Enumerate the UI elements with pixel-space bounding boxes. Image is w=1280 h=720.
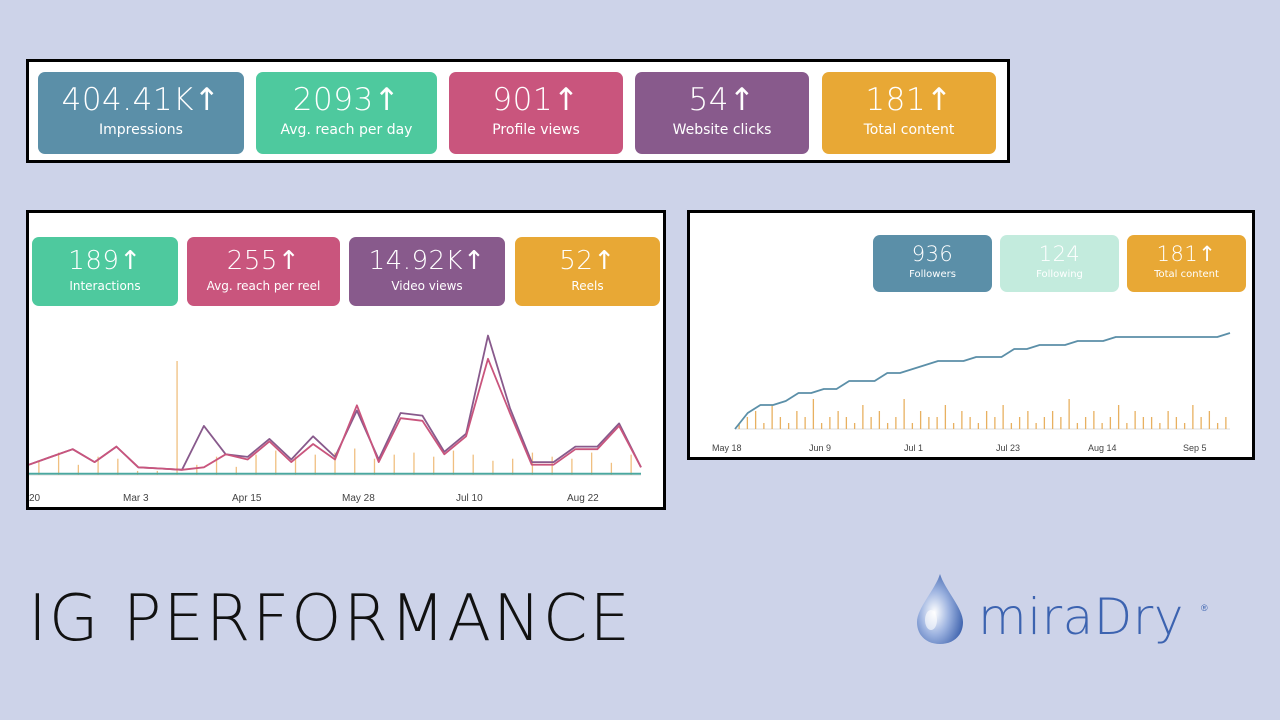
followers-total-content-card[interactable]: 181↑ Total content — [1127, 235, 1246, 292]
up-arrow-icon: ↑ — [193, 82, 221, 118]
series-line — [734, 332, 1231, 430]
following-label: Following — [1036, 269, 1083, 280]
interactions-value: 189↑ — [68, 246, 142, 276]
x-tick-label: 20 — [29, 493, 41, 504]
x-tick-label: May 18 — [712, 443, 742, 453]
x-tick-label: May 28 — [342, 493, 375, 504]
avg-reach-per-day-label: Avg. reach per day — [280, 122, 413, 138]
impressions-label: Impressions — [99, 122, 183, 138]
up-arrow-icon: ↑ — [553, 82, 580, 118]
up-arrow-icon: ↑ — [373, 82, 401, 118]
x-tick-label: Jul 1 — [904, 443, 924, 453]
total-content-value: 181↑ — [865, 82, 953, 118]
interactions-label: Interactions — [69, 279, 141, 293]
x-tick-label: Jul 23 — [996, 443, 1021, 453]
registered-mark: ® — [1201, 603, 1208, 613]
up-arrow-icon: ↑ — [926, 82, 953, 118]
page-title: IG PERFORMANCE — [28, 582, 632, 656]
website-clicks-card[interactable]: 54↑ Website clicks — [635, 72, 809, 154]
following-value: 124 — [1038, 242, 1081, 266]
avg-reach-per-reel-card[interactable]: 255↑ Avg. reach per reel — [187, 237, 340, 306]
followers-line-chart — [734, 332, 1231, 430]
avg-reach-per-reel-label: Avg. reach per reel — [206, 279, 321, 293]
x-tick-label: Aug 14 — [1088, 443, 1117, 453]
brand-logo-text: miraDry — [978, 588, 1184, 646]
profile-views-value: 901↑ — [492, 82, 580, 118]
reels-line-chart — [29, 334, 642, 476]
impressions-card[interactable]: 404.41K↑ Impressions — [38, 72, 244, 154]
up-arrow-icon: ↑ — [1198, 242, 1217, 266]
series-line — [29, 357, 642, 471]
reels-card[interactable]: 52↑ Reels — [515, 237, 660, 306]
website-clicks-value: 54↑ — [688, 82, 756, 118]
total-content-label: Total content — [863, 122, 955, 138]
avg-reach-per-day-card[interactable]: 2093↑ Avg. reach per day — [256, 72, 437, 154]
top-metrics-panel: 404.41K↑ Impressions 2093↑ Avg. reach pe… — [26, 59, 1010, 163]
up-arrow-icon: ↑ — [463, 246, 486, 276]
x-tick-label: Mar 3 — [123, 493, 149, 504]
impressions-value: 404.41K↑ — [61, 82, 221, 118]
x-tick-label: Jul 10 — [456, 493, 483, 504]
video-views-value: 14.92K↑ — [368, 246, 486, 276]
up-arrow-icon: ↑ — [728, 82, 756, 118]
video-views-label: Video views — [391, 279, 463, 293]
followers-total-content-value: 181↑ — [1156, 242, 1217, 266]
avg-reach-per-reel-value: 255↑ — [226, 246, 301, 276]
reels-label: Reels — [571, 279, 604, 293]
up-arrow-icon: ↑ — [277, 246, 301, 276]
followers-label: Followers — [909, 269, 956, 280]
website-clicks-label: Website clicks — [672, 122, 772, 138]
followers-panel: 936 Followers 124 Following 181↑ Total c… — [687, 210, 1255, 460]
up-arrow-icon: ↑ — [119, 246, 142, 276]
followers-total-content-label: Total content — [1154, 269, 1219, 280]
avg-reach-per-day-value: 2093↑ — [292, 82, 401, 118]
interactions-card[interactable]: 189↑ Interactions — [32, 237, 178, 306]
up-arrow-icon: ↑ — [593, 246, 616, 276]
x-tick-label: Apr 15 — [232, 493, 262, 504]
followers-card[interactable]: 936 Followers — [873, 235, 992, 292]
x-tick-label: Aug 22 — [567, 493, 599, 504]
following-card[interactable]: 124 Following — [1000, 235, 1119, 292]
followers-value: 936 — [911, 242, 954, 266]
total-content-card[interactable]: 181↑ Total content — [822, 72, 996, 154]
reels-value: 52↑ — [559, 246, 616, 276]
profile-views-card[interactable]: 901↑ Profile views — [449, 72, 623, 154]
x-tick-label: Sep 5 — [1183, 443, 1207, 453]
water-drop-icon — [917, 574, 963, 644]
reels-panel: 189↑ Interactions 255↑ Avg. reach per re… — [26, 210, 666, 510]
x-tick-label: Jun 9 — [809, 443, 832, 453]
profile-views-label: Profile views — [492, 122, 580, 138]
video-views-card[interactable]: 14.92K↑ Video views — [349, 237, 505, 306]
